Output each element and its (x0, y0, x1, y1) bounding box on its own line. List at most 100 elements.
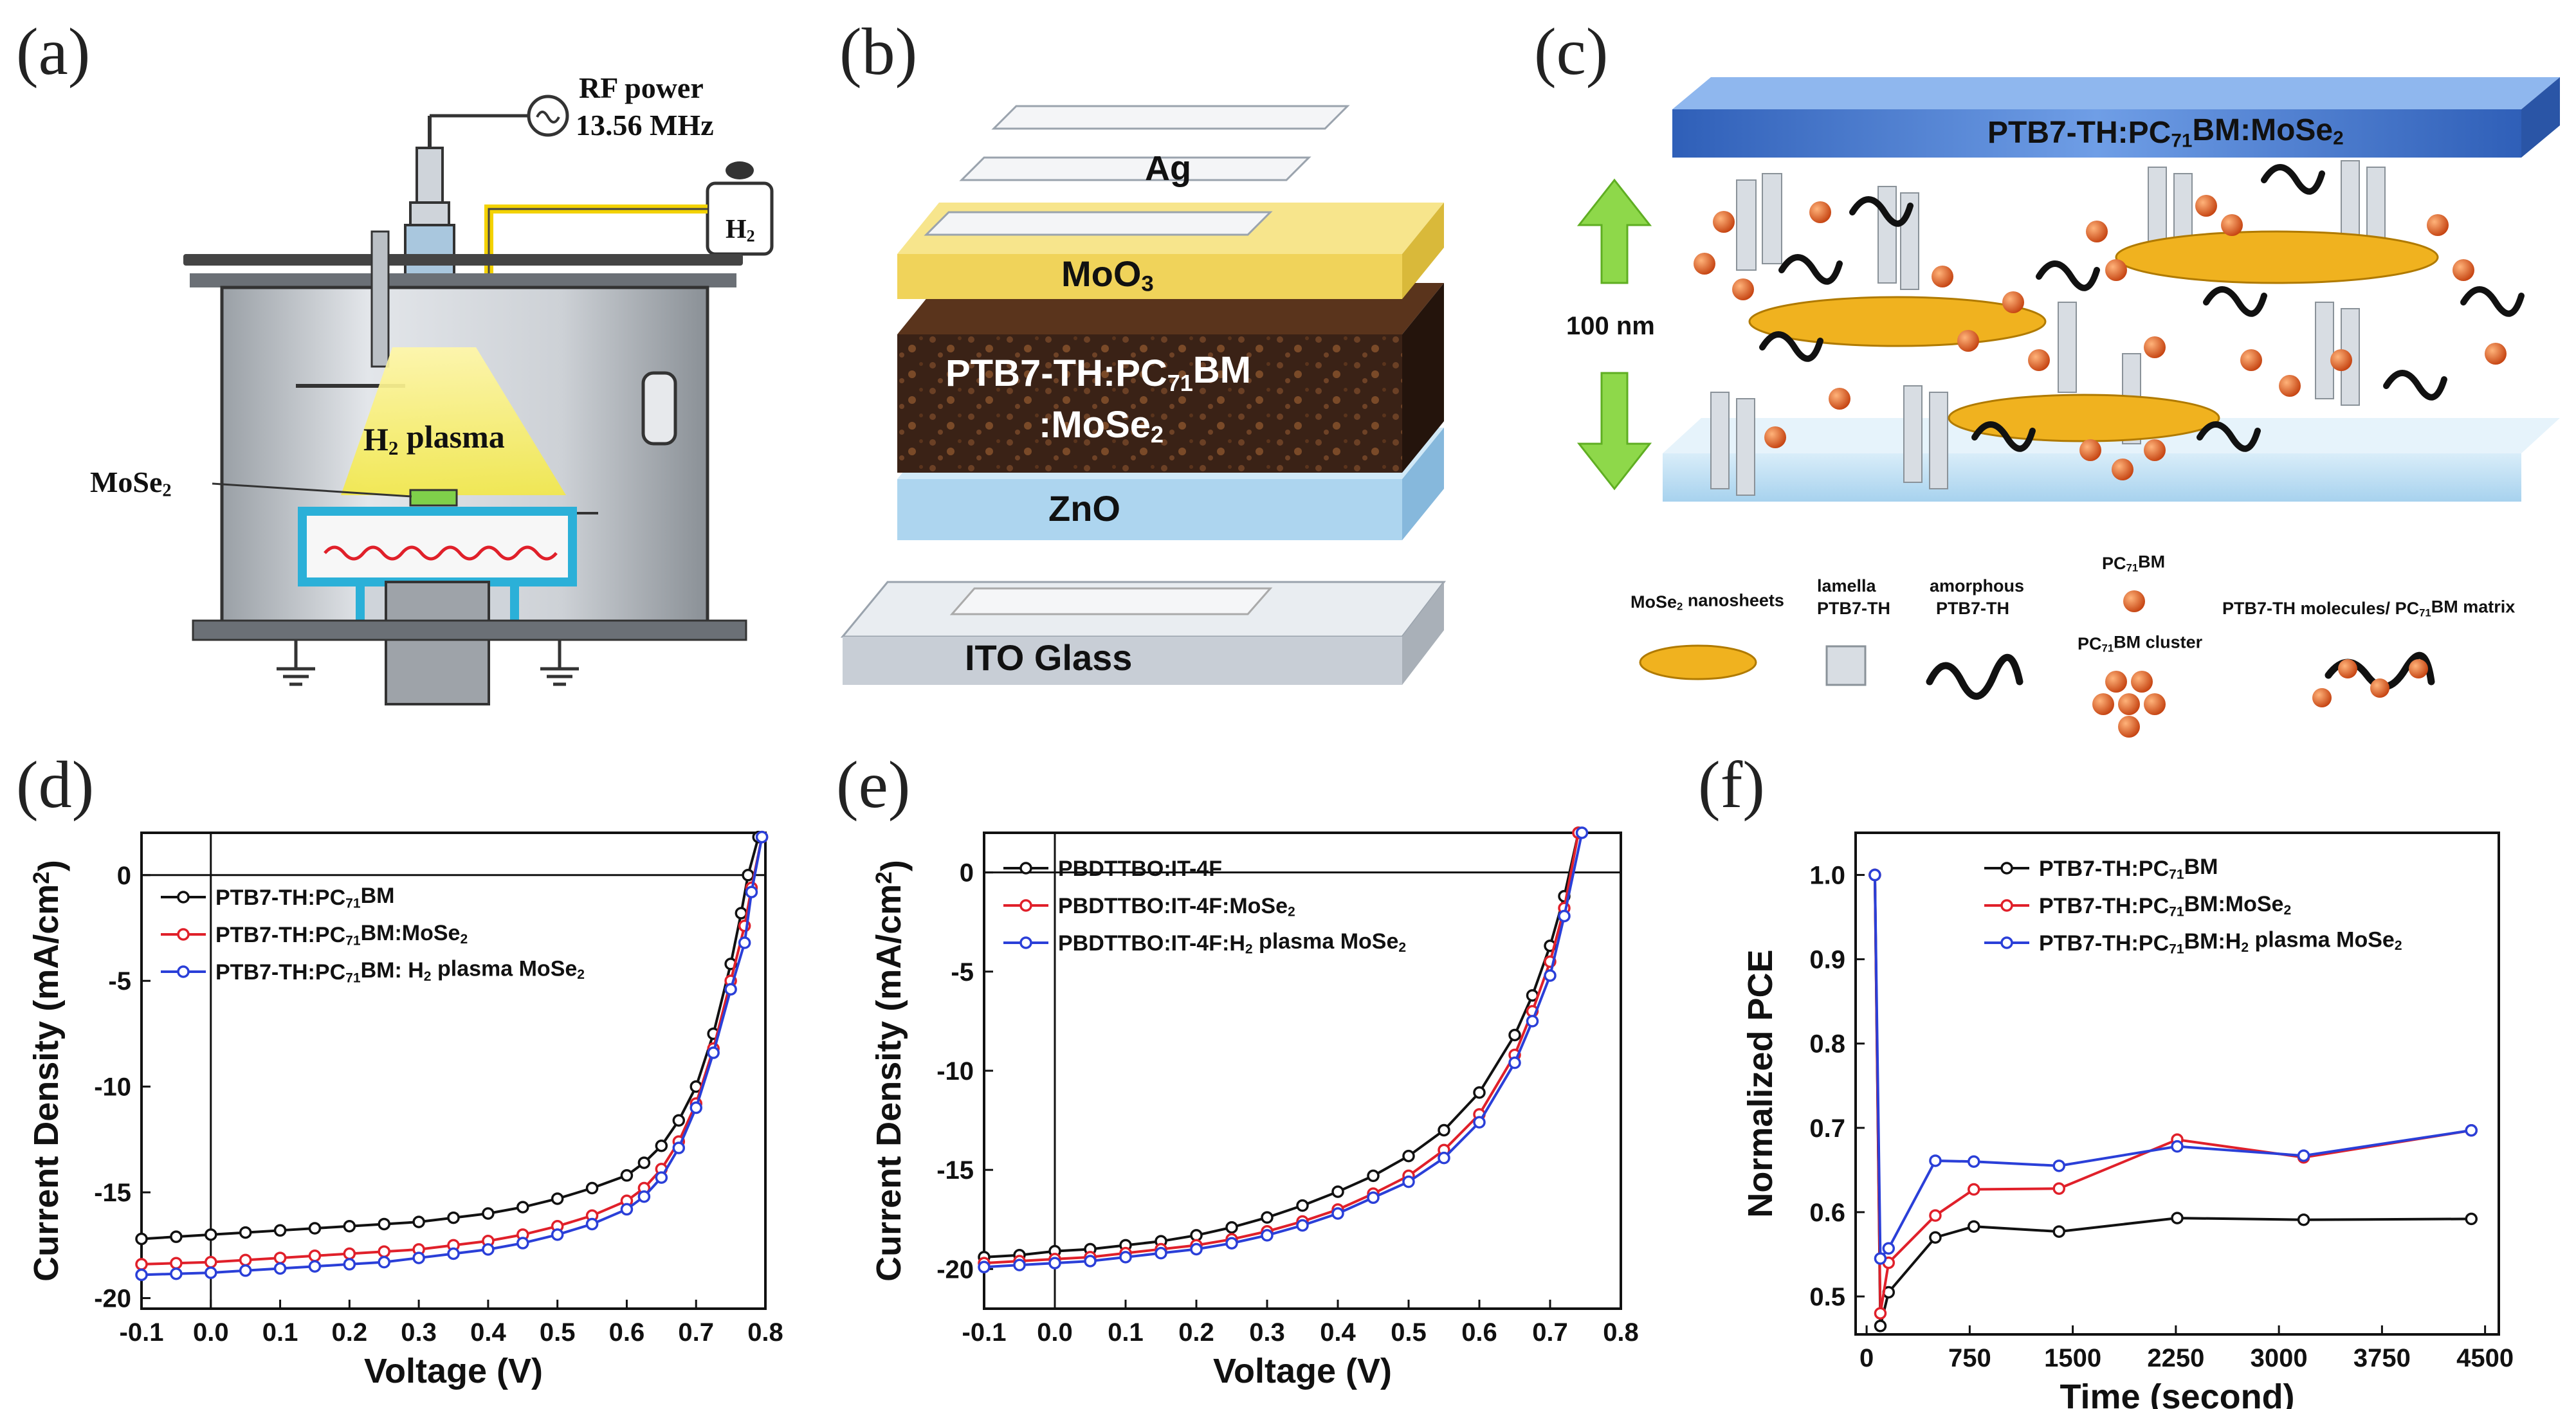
legend-matrix: PTB7-TH molecules/ PC71​BM matrix (2222, 597, 2515, 619)
legend-label-1: PTB7-TH:PC71​BM:MoSe2​ (2039, 892, 2291, 919)
legend-label-1: PTB7-TH:PC71​BM:MoSe2​ (215, 921, 468, 948)
legend-amorphous-2: PTB7-TH (1936, 599, 2009, 618)
series-point-0 (637, 1156, 651, 1169)
series-point-1 (205, 1255, 217, 1269)
series-point-2 (482, 1243, 495, 1256)
series-point-2 (1402, 1175, 1415, 1188)
y-tick-label: 0 (960, 859, 974, 887)
x-tick-label: 0.2 (332, 1318, 368, 1347)
series-point-0 (735, 907, 748, 920)
series-point-0 (1261, 1211, 1274, 1224)
legend-pc71bm-icon (2123, 590, 2145, 612)
y-tick-label: -15 (94, 1179, 131, 1207)
legend-marker-0 (2000, 862, 2013, 875)
series-point-2 (2465, 1124, 2478, 1137)
legend-label-0: PTB7-TH:PC71​BM (2039, 855, 2218, 882)
legend-marker-0 (1019, 862, 1032, 875)
series-point-2 (1367, 1191, 1380, 1204)
y-tick-label: 0.5 (1809, 1283, 1845, 1311)
x-axis-title: Voltage (V) (364, 1352, 543, 1390)
series-point-1 (273, 1251, 287, 1264)
x-tick-label: 0.5 (1391, 1318, 1427, 1347)
y-tick-label: -5 (108, 967, 131, 995)
series-point-2 (2052, 1159, 2065, 1172)
legend-nanosheets: MoSe2​ nanosheets (1631, 591, 1784, 613)
panel-a: (a) RF power 13.56 MHz H2​ H2​ plasma (16, 15, 774, 705)
series-point-2 (1048, 1257, 1061, 1269)
layer-ito-label: ITO Glass (965, 637, 1132, 678)
layer-zno-label: ZnO (1048, 488, 1120, 529)
series-point-0 (2052, 1225, 2065, 1238)
x-tick-label: 0.8 (747, 1318, 783, 1347)
series-point-2 (1261, 1229, 1274, 1242)
panel-e-label: (e) (836, 748, 910, 822)
series-point-0 (585, 1181, 599, 1195)
series-point-0 (1296, 1199, 1309, 1212)
legend-lamella-icon (1825, 645, 1867, 686)
legend-lamella-2: PTB7-TH (1817, 599, 1890, 618)
series-point-1 (1929, 1209, 1942, 1222)
x-tick-label: 0.6 (609, 1318, 645, 1347)
series-point-2 (1473, 1116, 1486, 1129)
plot-frame (1854, 832, 2500, 1336)
gas-bottle-label: H2​ (726, 215, 755, 246)
series-point-0 (672, 1114, 686, 1127)
series-point-2 (745, 886, 758, 898)
x-tick-label: 0.5 (540, 1318, 576, 1347)
series-point-1 (170, 1257, 183, 1270)
series-point-0 (620, 1169, 634, 1182)
panel-b: (b) ITO Glass ZnO PTB7-TH:PC71​BM :MoSe2… (839, 15, 1447, 685)
legend-label-2: PTB7-TH:PC71​BM: H2​ plasma MoSe2​ (215, 956, 585, 985)
x-tick-label: 0.4 (1320, 1318, 1356, 1347)
series-point-2 (978, 1260, 991, 1273)
legend-marker-2 (177, 965, 190, 978)
series-point-0 (170, 1230, 183, 1243)
x-tick-label: 0.7 (678, 1318, 714, 1347)
series-point-2 (690, 1101, 702, 1114)
series-point-2 (1968, 1155, 1980, 1168)
series-point-0 (1508, 1028, 1521, 1042)
series-point-2 (308, 1260, 322, 1273)
series-point-2 (2297, 1149, 2310, 1162)
layer-active-label-1: PTB7-TH:PC71​BM (945, 349, 1251, 396)
legend-marker-2 (2000, 936, 2013, 949)
series-point-2 (620, 1203, 634, 1216)
y-tick-label: -15 (936, 1156, 974, 1185)
y-tick-label: -10 (936, 1057, 974, 1086)
series-point-0 (2171, 1212, 2184, 1224)
series-point-2 (1296, 1219, 1309, 1232)
x-tick-label: 0 (1859, 1344, 1874, 1372)
series-point-0 (1473, 1086, 1486, 1099)
series-point-0 (1874, 1320, 1887, 1332)
series-point-2 (1882, 1242, 1895, 1255)
legend-marker-0 (177, 891, 190, 904)
y-tick-label: 0 (117, 862, 131, 890)
series-point-2 (738, 936, 751, 949)
series-point-2 (1508, 1056, 1521, 1069)
y-tick-label: -20 (94, 1285, 131, 1313)
chart-e: (e) -0.1 0.0 0.1 0.2 0.3 0.4 0.5 0.6 0.7 0.8 0 -5 -1… (836, 748, 1639, 1390)
series-point-0 (1968, 1220, 1980, 1233)
legend-marker-1 (1019, 899, 1032, 912)
series-point-2 (1331, 1207, 1344, 1220)
series-point-1 (135, 1258, 148, 1271)
panel-f-label: (f) (1698, 748, 1765, 822)
y-axis-title: Current Density (mA/cm2) (870, 860, 913, 1282)
series-point-0 (742, 869, 754, 882)
legend-pc71bm: PC71​BM (2102, 552, 2165, 574)
series-point-2 (585, 1217, 599, 1231)
series-point-0 (1402, 1149, 1415, 1163)
legend-matrix-icon (2312, 651, 2435, 707)
series-point-0 (516, 1201, 529, 1214)
x-tick-label: 0.2 (1178, 1318, 1214, 1347)
y-tick-label: 1.0 (1809, 862, 1845, 890)
x-tick-label: 0.4 (470, 1318, 506, 1347)
series-point-2 (2171, 1140, 2184, 1153)
arrow-up-icon (1576, 178, 1652, 284)
x-tick-label: 750 (1948, 1344, 1991, 1372)
legend-nanosheet-icon (1639, 644, 1757, 680)
series-point-2 (343, 1258, 356, 1271)
series-point-1 (239, 1253, 252, 1267)
series-point-2 (1544, 969, 1557, 982)
arrow-down-icon (1576, 372, 1652, 491)
